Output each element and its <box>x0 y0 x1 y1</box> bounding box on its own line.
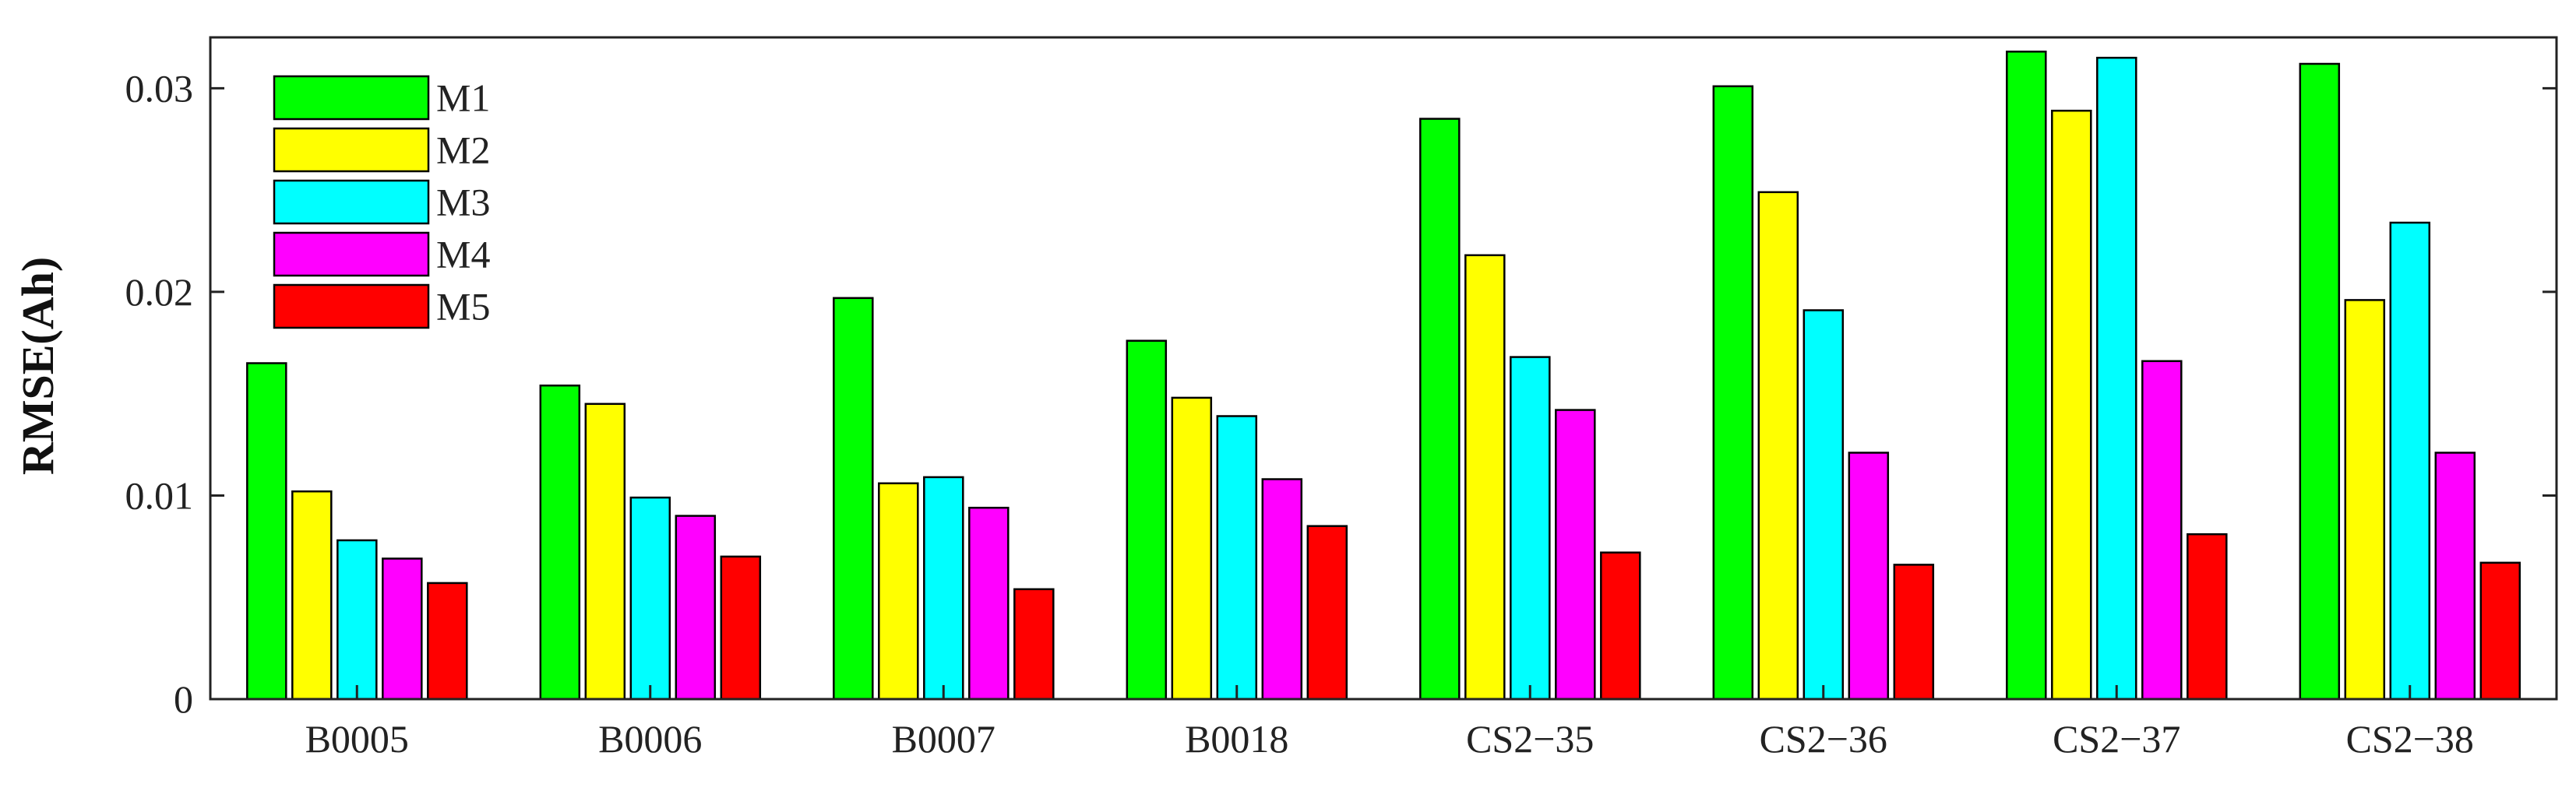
legend-label-m2: M2 <box>436 128 490 172</box>
y-tick-label: 0.02 <box>125 270 194 314</box>
bar-m1-2 <box>539 384 581 701</box>
x-tick-label: B0007 <box>892 717 996 761</box>
legend: M1 M2 M3 M4 M5 <box>273 75 490 329</box>
bar-m1-6 <box>1712 85 1754 701</box>
bar-m2-5 <box>1464 254 1506 701</box>
y-tick-label: 0.03 <box>125 66 194 110</box>
bar-m1-7 <box>2006 51 2047 701</box>
legend-label-m4: M4 <box>436 233 490 276</box>
bar-m5-6 <box>1893 564 1935 701</box>
bar-m5-3 <box>1013 588 1055 701</box>
bar-m2-2 <box>584 402 626 701</box>
bar-m1-4 <box>1126 339 1168 701</box>
bar-m5-4 <box>1306 525 1348 701</box>
legend-swatch-m2 <box>273 127 430 173</box>
bar-m2-7 <box>2051 109 2092 701</box>
bar-m1-8 <box>2299 62 2341 701</box>
bar-m3-5 <box>1510 356 1551 701</box>
legend-swatch-m5 <box>273 283 430 329</box>
legend-label-m3: M3 <box>436 181 490 224</box>
bar-m3-4 <box>1216 415 1258 701</box>
legend-label-m1: M1 <box>436 76 490 120</box>
bar-m4-1 <box>382 557 423 701</box>
bar-m1-5 <box>1419 118 1461 701</box>
legend-swatch-m4 <box>273 231 430 277</box>
bar-m4-5 <box>1555 409 1596 701</box>
x-tick-label: CS2−36 <box>1760 717 1887 761</box>
legend-swatch-m3 <box>273 179 430 225</box>
x-tick-label: B0006 <box>598 717 702 761</box>
x-tick-label: B0005 <box>305 717 409 761</box>
bar-m2-6 <box>1757 191 1799 701</box>
bar-m4-7 <box>2141 360 2183 701</box>
bar-m1-3 <box>833 297 874 701</box>
bar-m5-8 <box>2479 561 2521 701</box>
bar-m4-3 <box>968 506 1010 701</box>
x-tick-label: CS2−37 <box>2053 717 2180 761</box>
bar-m4-6 <box>1848 452 1890 701</box>
x-axis: B0005 B0006 B0007 B0018 CS2−35 CS2−36 CS2−37 CS… <box>305 685 2474 761</box>
bar-m5-7 <box>2187 533 2228 701</box>
bar-m1-1 <box>246 362 287 701</box>
bar-m3-2 <box>629 496 671 701</box>
bar-m3-8 <box>2389 221 2431 701</box>
bar-m3-3 <box>923 476 964 701</box>
x-tick-label: CS2−38 <box>2346 717 2474 761</box>
y-tick-label: 0.01 <box>125 473 194 517</box>
bar-m4-4 <box>1261 478 1303 701</box>
bar-m3-1 <box>337 539 378 701</box>
bar-m2-1 <box>291 490 333 701</box>
bar-m3-7 <box>2096 56 2137 701</box>
plot-frame <box>209 36 2558 701</box>
bar-m5-2 <box>720 555 762 701</box>
bar-m5-1 <box>427 582 468 701</box>
legend-swatch-m1 <box>273 75 430 121</box>
x-tick-label: B0018 <box>1185 717 1288 761</box>
bar-m2-3 <box>878 482 919 701</box>
y-axis: 0 0.01 0.02 0.03 <box>125 66 2557 721</box>
legend-label-m5: M5 <box>436 285 490 329</box>
y-axis-title: RMSE(Ah) <box>12 257 63 475</box>
bar-m2-8 <box>2344 299 2386 701</box>
y-tick-label: 0 <box>174 677 193 721</box>
x-tick-label: CS2−35 <box>1466 717 1594 761</box>
bar-m4-8 <box>2434 452 2476 701</box>
bar-m3-6 <box>1802 309 1845 701</box>
bars-layer <box>246 51 2521 701</box>
bar-m2-4 <box>1171 396 1213 701</box>
bar-m4-2 <box>675 515 717 701</box>
bar-m5-5 <box>1600 551 1641 701</box>
